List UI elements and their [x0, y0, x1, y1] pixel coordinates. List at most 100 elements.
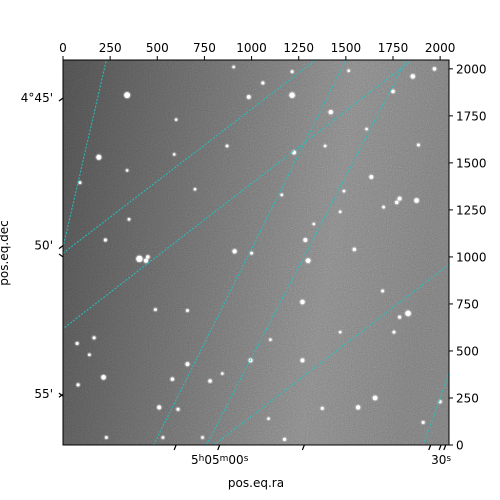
star	[232, 249, 237, 254]
star	[320, 406, 324, 410]
ra-tick	[217, 444, 221, 451]
star	[410, 74, 416, 79]
right-tick-label: 1250	[456, 203, 487, 217]
top-tick-label: 1500	[331, 41, 362, 55]
star	[161, 436, 165, 439]
star	[391, 89, 395, 94]
star	[282, 437, 287, 441]
star	[338, 330, 342, 334]
dec-minor-tick	[58, 392, 64, 397]
grid-line	[205, 60, 407, 445]
grid-line	[63, 60, 413, 330]
star	[280, 193, 284, 197]
y-axis-label: pos.eq.dec	[0, 220, 11, 285]
right-tick-label: 750	[456, 297, 479, 311]
dec-minor-tick	[58, 253, 64, 258]
dec-tick-label: 50'	[34, 239, 53, 253]
star	[78, 181, 82, 185]
star	[305, 258, 311, 264]
star	[96, 154, 102, 160]
grid-line	[63, 60, 317, 254]
star	[193, 187, 197, 191]
ra-axis: 5h05m00s 30s	[173, 444, 451, 467]
star	[414, 198, 419, 203]
star	[250, 251, 254, 255]
star	[369, 174, 374, 179]
right-tick-label: 1750	[456, 109, 487, 123]
plot-frame	[62, 59, 450, 446]
star	[246, 95, 251, 100]
dec-tick	[58, 393, 64, 398]
star	[382, 205, 385, 209]
star	[125, 169, 129, 172]
star	[75, 341, 79, 346]
sky-image	[63, 60, 449, 445]
top-tick-label: 750	[193, 41, 216, 55]
top-tick-label: 1250	[283, 41, 314, 55]
dec-axis: 4°45' 50' 55'	[21, 91, 64, 401]
top-tick-label: 0	[59, 41, 67, 55]
star	[421, 420, 425, 425]
star	[153, 308, 157, 312]
star	[392, 330, 396, 334]
right-tick-label: 1500	[456, 156, 487, 170]
dec-tick-label: 55'	[34, 387, 53, 401]
star	[352, 247, 357, 252]
grid-line	[213, 264, 449, 445]
top-tick-label: 1000	[236, 41, 267, 55]
star	[338, 210, 342, 214]
star	[405, 310, 411, 317]
star	[261, 81, 265, 85]
star	[208, 379, 212, 383]
star	[416, 143, 420, 147]
star	[104, 435, 108, 439]
star	[267, 417, 270, 420]
star	[176, 407, 180, 411]
star	[328, 109, 333, 115]
star	[76, 383, 80, 387]
star	[174, 118, 178, 121]
right-tick-label: 250	[456, 391, 479, 405]
star	[289, 92, 295, 98]
star	[300, 358, 305, 363]
star	[136, 255, 143, 263]
star	[185, 309, 189, 313]
ra-minor-tick	[173, 444, 177, 451]
star	[365, 127, 368, 131]
star	[397, 196, 402, 201]
grid-line	[422, 373, 449, 445]
star	[127, 217, 131, 221]
star	[143, 258, 149, 263]
dec-tick	[58, 245, 64, 250]
star	[87, 353, 91, 357]
star	[290, 70, 294, 74]
star	[170, 377, 175, 381]
top-pixel-axis: 0 250 500 750 1000 1250 1500 1750 2000	[59, 41, 455, 60]
star	[372, 395, 378, 401]
coordinate-grid	[63, 60, 449, 445]
star	[157, 405, 162, 410]
star-field	[74, 64, 443, 443]
ra-minor-tick	[301, 444, 305, 451]
star	[232, 65, 235, 69]
ra-tick-label: 30s	[431, 453, 451, 467]
right-tick-label: 0	[456, 439, 464, 453]
star	[381, 289, 385, 293]
star	[300, 299, 305, 305]
star	[397, 315, 402, 319]
top-tick-label: 2000	[425, 41, 456, 55]
star	[221, 372, 224, 375]
star	[201, 436, 204, 439]
star	[124, 92, 131, 99]
star	[394, 200, 399, 205]
star	[342, 189, 346, 193]
star	[92, 336, 96, 340]
right-tick-label: 500	[456, 344, 479, 358]
star	[355, 405, 361, 410]
star	[103, 238, 108, 242]
top-tick-label: 250	[99, 41, 122, 55]
top-tick-label: 500	[146, 41, 169, 55]
star	[347, 69, 350, 73]
ra-tick	[438, 444, 442, 451]
